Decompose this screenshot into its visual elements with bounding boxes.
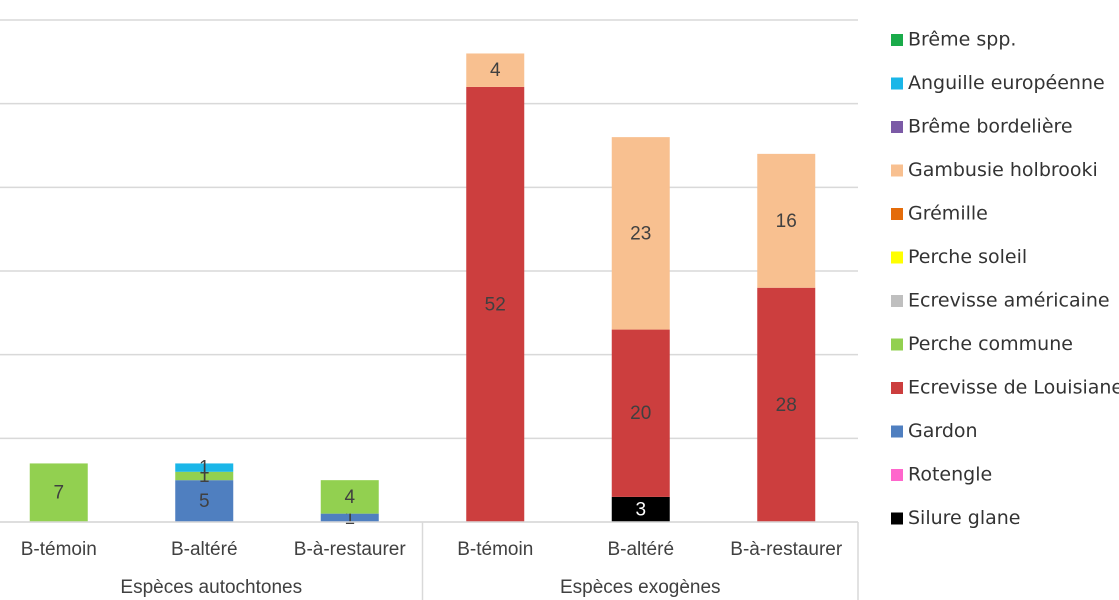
bar-segment [757,153,816,288]
legend-label: Ecrevisse américaine [908,290,1110,312]
legend-swatch [891,121,903,133]
legend-swatch [891,77,903,90]
group-label: Espèces autochtones [120,577,302,598]
legend-swatch [891,425,903,438]
data-label: 3 [635,499,646,520]
legend-swatch [891,164,903,177]
group-label: Espèces exogènes [560,577,721,598]
legend-label: Ecrevisse de Louisiane [908,377,1119,399]
legend-label: Silure glane [908,507,1021,529]
data-label: 5 [199,491,210,512]
data-label: 7 [53,483,64,504]
legend-label: Gardon [908,420,978,442]
legend-swatch [891,208,903,220]
bar-segment [29,463,88,522]
legend-label: Brême bordelière [908,116,1073,138]
legend-label: Perche commune [908,333,1073,355]
data-label: 23 [630,223,651,244]
legend-label: Gambusie holbrooki [908,159,1098,181]
bar-segment [320,480,379,514]
legend-label: Brême spp. [908,29,1016,51]
data-label: 4 [490,60,501,81]
legend-swatch [891,251,903,264]
bar-segment [611,137,670,330]
legend-swatch [891,512,903,525]
bar-segment [611,329,670,497]
bar-segment [175,471,234,481]
data-label: 16 [776,211,797,232]
legend-label: Perche soleil [908,246,1027,268]
legend-swatch [891,34,903,46]
data-label: 4 [344,487,355,508]
data-label: 20 [630,403,651,424]
x-tick-label: B-témoin [457,539,533,560]
data-label: 1 [344,508,355,529]
x-tick-label: B-témoin [21,539,97,560]
legend-label: Grémille [908,203,988,225]
bar-segment [320,513,379,522]
legend-swatch [891,295,903,307]
bar-segment [466,53,525,87]
x-tick-label: B-à-restaurer [730,539,843,560]
legend-swatch [891,469,903,481]
legend-label: Rotengle [908,464,992,486]
x-tick-label: B-altéré [171,539,238,560]
bar-segment [757,287,816,522]
x-tick-label: B-altéré [607,539,674,560]
bar-segment [175,480,234,522]
data-label: 52 [485,294,506,315]
bar-segment [466,86,525,522]
data-label: 1 [199,466,210,487]
data-label: 1 [199,458,210,479]
bar-segment [175,463,234,472]
bar-segment [611,496,670,522]
x-tick-label: B-à-restaurer [294,539,407,560]
data-label: 28 [776,395,797,416]
legend-label: Anguille européenne [908,72,1105,94]
legend-swatch [891,382,903,394]
legend-swatch [891,338,903,351]
